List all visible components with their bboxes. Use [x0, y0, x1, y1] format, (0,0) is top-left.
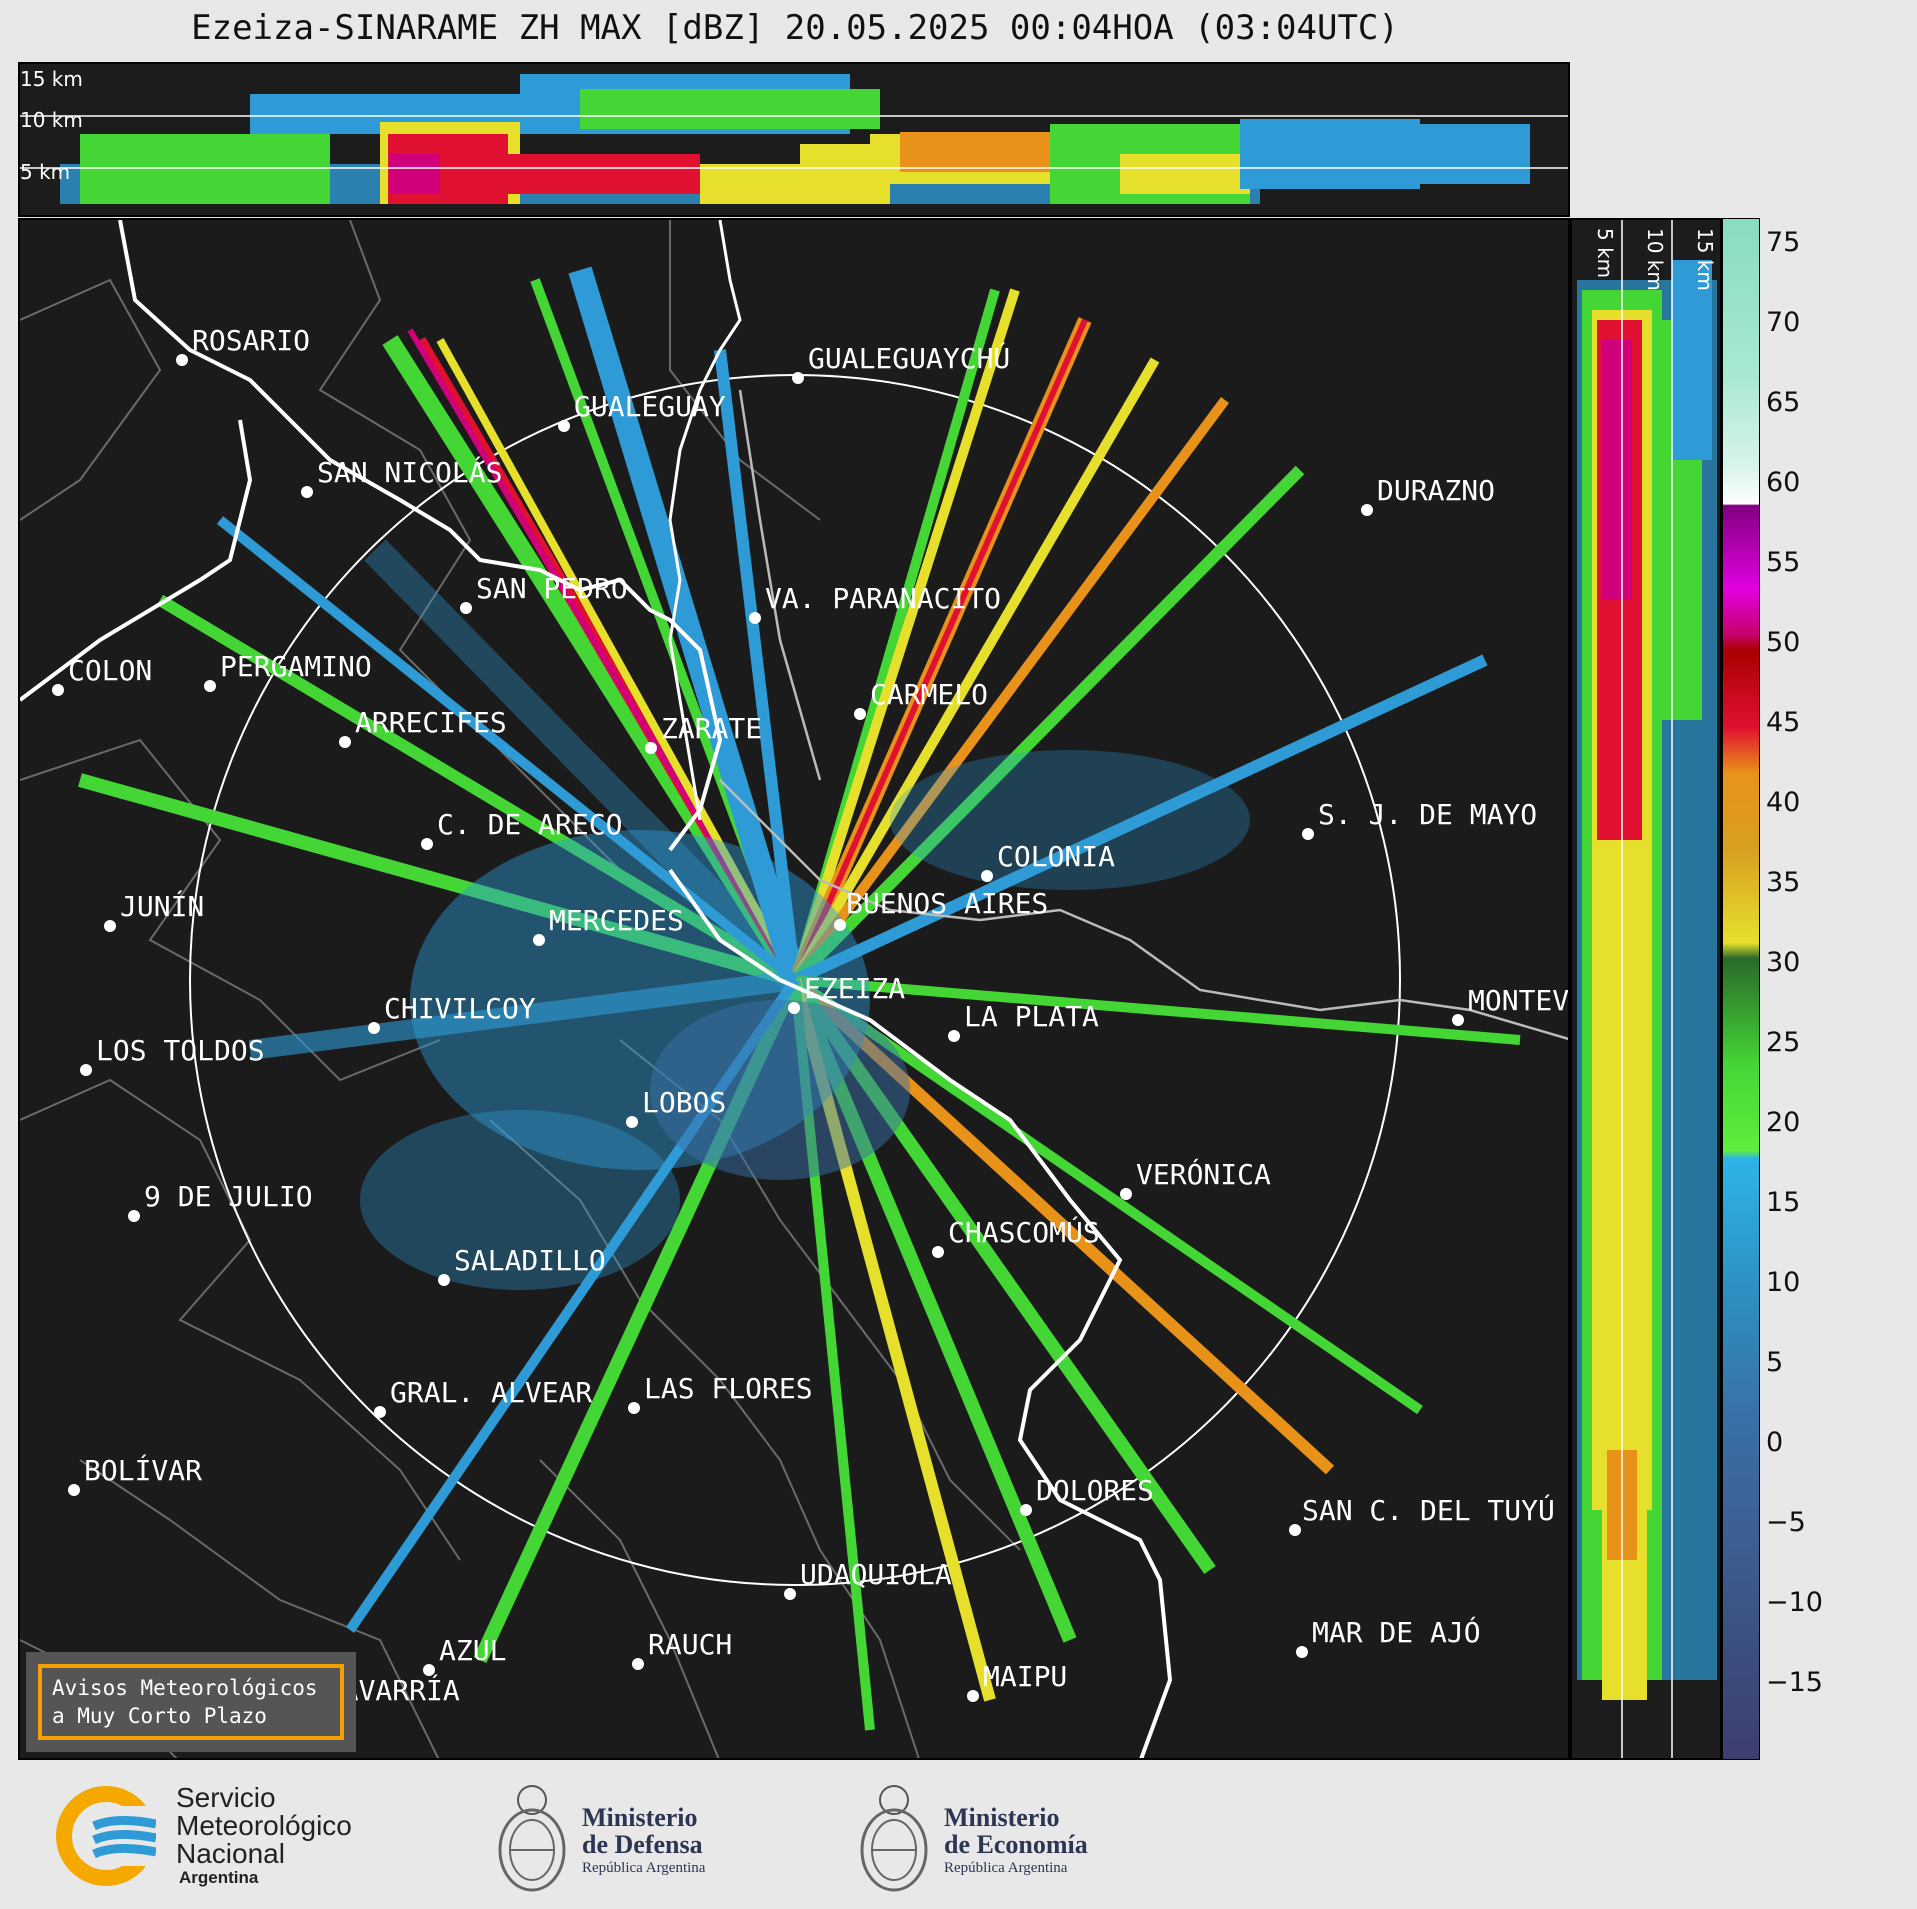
city-label: RAUCH — [648, 1628, 732, 1661]
profile-echoes — [60, 74, 1530, 204]
city-label: ZARATE — [661, 712, 762, 745]
city-label: SALADILLO — [454, 1244, 606, 1277]
defensa-line-2: de Defensa — [582, 1830, 703, 1859]
colorbar-tick: 55 — [1766, 547, 1801, 578]
city-label: ARRECIFES — [355, 706, 507, 739]
radar-title: Ezeiza-SINARAME ZH MAX [dBZ] 20.05.2025 … — [191, 8, 1399, 48]
clutter-area — [360, 750, 1250, 1290]
city-label: MAR DE AJÓ — [1312, 1615, 1481, 1649]
city-label: EZEIZA — [804, 972, 905, 1005]
defensa-line-3: República Argentina — [582, 1860, 706, 1876]
warning-line-1: Avisos Meteorológicos — [52, 1676, 318, 1700]
colorbar-tick: 75 — [1766, 227, 1801, 258]
profile-label-5km: 5 km — [20, 160, 70, 184]
smn-line-1: Servicio — [176, 1782, 276, 1813]
colorbar-tick: −5 — [1766, 1507, 1806, 1538]
colorbar-tick: 50 — [1766, 627, 1801, 658]
colorbar-tick: 0 — [1766, 1427, 1784, 1458]
city-label: MONTEV — [1468, 984, 1569, 1017]
radar-echoes — [78, 266, 1521, 1731]
city-label: GUALEGUAYCHÚ — [808, 341, 1010, 375]
city-label: GUALEGUAY — [574, 390, 726, 423]
colorbar-tick: 10 — [1766, 1267, 1801, 1298]
city-label: VERÓNICA — [1136, 1157, 1271, 1191]
city-label: MERCEDES — [549, 904, 684, 937]
defensa-logo-text: Ministerio de Defensa República Argentin… — [582, 1804, 705, 1878]
radar-map[interactable]: ROSARIO GUALEGUAYCHÚ GUALEGUAY SAN NICOL… — [18, 218, 1570, 1760]
colorbar-tick: −10 — [1766, 1587, 1823, 1618]
city-label: LOS TOLDOS — [96, 1034, 265, 1067]
river-coastline — [20, 220, 1568, 1758]
east-west-profile-panel: 5 km 10 km 15 km — [1570, 218, 1722, 1760]
city-label: SAN C. DEL TUYÚ — [1302, 1493, 1555, 1527]
city-label: BUENOS AIRES — [846, 887, 1048, 920]
city-label: ROSARIO — [192, 324, 310, 357]
warning-box-inner[interactable]: Avisos Meteorológicos a Muy Corto Plazo — [38, 1664, 344, 1740]
city-label: DOLORES — [1036, 1474, 1154, 1507]
colorbar-tick: 70 — [1766, 307, 1801, 338]
profile-label-10km: 10 km — [20, 108, 83, 132]
city-label: SAN NICOLÁS — [317, 455, 502, 489]
city-markers — [52, 354, 1464, 1716]
smn-line-3: Nacional — [176, 1838, 285, 1869]
city-label: C. DE ARECO — [437, 808, 622, 841]
smn-line-4: Argentina — [179, 1868, 259, 1887]
warning-line-2: a Muy Corto Plazo — [52, 1704, 267, 1728]
colorbar-tick: 65 — [1766, 387, 1801, 418]
side-label-5km: 5 km — [1593, 228, 1617, 278]
colorbar-tick: 35 — [1766, 867, 1801, 898]
city-label: SAN PEDRO — [476, 572, 628, 605]
colorbar-tick: 45 — [1766, 707, 1801, 738]
colorbar-tick: 60 — [1766, 467, 1801, 498]
city-label: LAS FLORES — [644, 1372, 813, 1405]
city-label: COLON — [68, 654, 152, 687]
colorbar-tick: −15 — [1766, 1667, 1823, 1698]
city-label: S. J. DE MAYO — [1318, 798, 1537, 831]
economia-line-2: de Economía — [944, 1830, 1088, 1859]
city-label: PERGAMINO — [220, 650, 372, 683]
city-label: CARMELO — [870, 678, 988, 711]
city-label: DURAZNO — [1377, 474, 1495, 507]
north-south-profile-panel: 15 km 10 km 5 km — [18, 62, 1570, 217]
profile-label-15km: 15 km — [20, 67, 83, 91]
city-label: LA PLATA — [964, 1000, 1099, 1033]
city-label: AZUL — [439, 1634, 506, 1667]
city-label: JUNÍN — [120, 889, 204, 923]
colorbar-tick: 25 — [1766, 1027, 1801, 1058]
side-label-10km: 10 km — [1643, 228, 1667, 291]
city-label: CHASCOMÚS — [948, 1215, 1100, 1249]
smn-line-2: Meteorológico — [176, 1810, 352, 1841]
city-label: UDAQUIOLA — [800, 1558, 952, 1591]
economia-seal-icon — [856, 1778, 932, 1898]
smn-logo-text: Servicio Meteorológico Nacional Argentin… — [176, 1784, 352, 1888]
city-label: LOBOS — [642, 1086, 726, 1119]
city-label: COLONIA — [997, 840, 1115, 873]
warning-box[interactable]: Avisos Meteorológicos a Muy Corto Plazo — [26, 1652, 356, 1752]
city-label: CHIVILCOY — [384, 992, 536, 1025]
city-label: GRAL. ALVEAR — [390, 1376, 592, 1409]
city-label: BOLÍVAR — [84, 1453, 202, 1487]
footer-logos: Servicio Meteorológico Nacional Argentin… — [0, 1762, 1917, 1909]
defensa-seal-icon — [494, 1778, 570, 1898]
defensa-line-1: Ministerio — [582, 1803, 698, 1832]
colorbar-tick: 30 — [1766, 947, 1801, 978]
side-profile-echoes — [1577, 260, 1717, 1700]
colorbar-tick: 40 — [1766, 787, 1801, 818]
colorbar-tick: 20 — [1766, 1107, 1801, 1138]
economia-line-1: Ministerio — [944, 1803, 1060, 1832]
city-labels: ROSARIO GUALEGUAYCHÚ GUALEGUAY SAN NICOL… — [68, 324, 1569, 1707]
colorbar-tick: 5 — [1766, 1347, 1784, 1378]
smn-logo-icon — [56, 1786, 157, 1886]
dbz-colorbar — [1722, 218, 1760, 1760]
city-label: 9 DE JULIO — [144, 1180, 313, 1213]
colorbar-tick: 15 — [1766, 1187, 1801, 1218]
economia-line-3: República Argentina — [944, 1860, 1068, 1876]
economia-logo-text: Ministerio de Economía República Argenti… — [944, 1804, 1088, 1878]
city-label: VA. PARANACITO — [765, 582, 1001, 615]
city-label: MAIPU — [983, 1660, 1067, 1693]
side-label-15km: 15 km — [1693, 228, 1717, 291]
colorbar-ticks: 75 70 65 60 55 50 45 40 35 30 25 20 15 1… — [1760, 218, 1840, 1760]
